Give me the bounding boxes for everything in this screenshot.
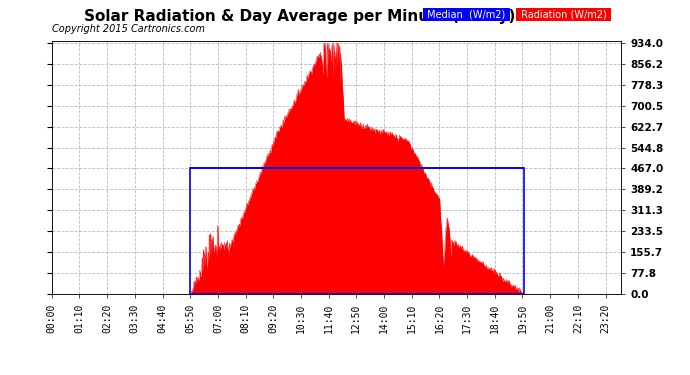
Text: Copyright 2015 Cartronics.com: Copyright 2015 Cartronics.com [52,24,205,34]
Text: Solar Radiation & Day Average per Minute (Today) 20150729: Solar Radiation & Day Average per Minute… [84,9,606,24]
Text: Radiation (W/m2): Radiation (W/m2) [518,9,609,20]
Text: Median  (W/m2): Median (W/m2) [424,9,509,20]
Bar [190,168,524,294]
